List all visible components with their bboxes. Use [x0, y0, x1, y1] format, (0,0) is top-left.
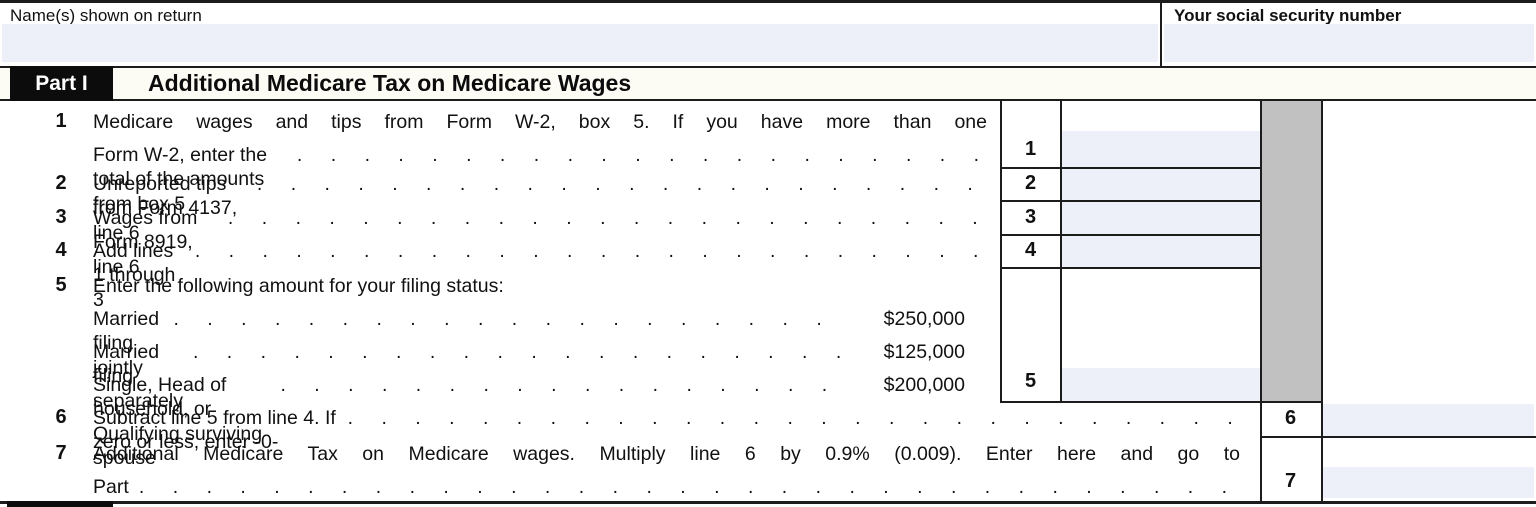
line-6-text: Subtract line 5 from line 4. If zero or … — [93, 406, 1248, 455]
line-7-box-number: 7 — [1284, 470, 1297, 492]
top-rule — [0, 0, 1536, 3]
dot-leader: . . . . . . . . . . . . . . . . . . . . … — [227, 207, 990, 229]
line-2-text: Unreported tips from Form 4137, line 6 .… — [93, 172, 990, 245]
line-1-box-number: 1 — [1024, 138, 1037, 160]
row4-separator — [1000, 267, 1262, 269]
name-field[interactable] — [2, 24, 1158, 62]
dot-leader: . . . . . . . . . . . . . . . . . . . . … — [280, 374, 847, 396]
line-5-field[interactable] — [1062, 368, 1260, 401]
line-4-label: Add lines 1 through 3 — [93, 240, 176, 311]
line-7-number: 7 — [55, 442, 67, 464]
line-1-text-b-label: Form W-2, enter the total of the amounts… — [93, 144, 268, 215]
mfj-label: Married filing jointly — [93, 308, 160, 379]
ssn-field[interactable] — [1164, 24, 1534, 62]
row6-separator — [1260, 436, 1536, 438]
line-6-label: Subtract line 5 from line 4. If zero or … — [93, 407, 336, 454]
part1-title: Additional Medicare Tax on Medicare Wage… — [148, 70, 632, 96]
line-7-text-a: Additional Medicare Tax on Medicare wage… — [93, 443, 1240, 465]
dot-leader: . . . . . . . . . . . . . . . . . . . . … — [256, 173, 990, 195]
line-2-number: 2 — [55, 172, 67, 194]
line-4-number: 4 — [55, 239, 67, 261]
part2-box-peek — [7, 501, 113, 507]
numcol-right-border — [1060, 101, 1062, 403]
part1-header-bar — [0, 66, 1536, 101]
line-7-text-b: Part II . . . . . . . . . . . . . . . . … — [93, 475, 1240, 507]
mfs-label: Married filing separately — [93, 341, 183, 412]
line-3-box-number: 3 — [1024, 206, 1037, 228]
part1-label: Part I — [35, 71, 88, 95]
row5-separator — [1000, 401, 1323, 403]
line-3-field[interactable] — [1062, 202, 1260, 234]
line-2-field[interactable] — [1062, 169, 1260, 200]
ssn-box-divider — [1160, 3, 1162, 66]
dot-leader: . . . . . . . . . . . . . . . . . . . . … — [173, 308, 847, 330]
line-2-label: Unreported tips from Form 4137, line 6 — [93, 173, 238, 244]
line-1-text-b: Form W-2, enter the total of the amounts… — [93, 143, 987, 216]
line-3-text: Wages from Form 8919, line 6 . . . . . .… — [93, 206, 990, 279]
dot-leader: . . . . . . . . . . . . . . . . . . . . … — [138, 476, 1240, 498]
line-5-box-number: 5 — [1024, 370, 1037, 392]
bottom-rule — [0, 501, 1536, 504]
row3-separator — [1000, 234, 1262, 236]
line-4-box-number: 4 — [1024, 239, 1037, 261]
dot-leader: . . . . . . . . . . . . . . . . . . . . … — [347, 407, 1248, 429]
line-6-box-number: 6 — [1284, 407, 1297, 429]
entrycol-right-border — [1260, 101, 1262, 503]
line-6-field[interactable] — [1323, 404, 1534, 436]
numcol-left-border — [1000, 101, 1002, 403]
line-2-box-number: 2 — [1024, 172, 1037, 194]
mfj-amount: $250,000 — [883, 308, 965, 330]
line-1-field[interactable] — [1062, 131, 1260, 167]
line-1-number: 1 — [55, 110, 67, 132]
line-1-text-a: Medicare wages and tips from Form W-2, b… — [93, 111, 987, 133]
line-4-text: Add lines 1 through 3 . . . . . . . . . … — [93, 239, 990, 312]
name-shown-on-return-label: Name(s) shown on return — [10, 6, 202, 25]
line-5-option-mfs: Married filing separately . . . . . . . … — [93, 340, 965, 413]
dot-leader: . . . . . . . . . . . . . . . . . . . . … — [192, 341, 847, 363]
line-3-label: Wages from Form 8919, line 6 — [93, 207, 198, 278]
line-5-number: 5 — [55, 274, 67, 296]
dot-leader: . . . . . . . . . . . . . . . . . . . . … — [194, 240, 990, 262]
ssn-label: Your social security number — [1174, 6, 1402, 25]
line-5-option-single: Single, Head of household, or Qualifying… — [93, 373, 965, 471]
row1-separator — [1000, 167, 1262, 169]
graycol-right-border — [1321, 101, 1323, 503]
line-7-field[interactable] — [1323, 467, 1534, 498]
single-label: Single, Head of household, or Qualifying… — [93, 374, 263, 470]
mfs-amount: $125,000 — [883, 341, 965, 363]
row2-separator — [1000, 200, 1262, 202]
part1-label-box: Part I — [10, 66, 113, 101]
single-amount: $200,000 — [883, 374, 965, 396]
line-5-option-mfj: Married filing jointly . . . . . . . . .… — [93, 307, 965, 380]
shaded-column — [1262, 101, 1321, 402]
line-4-field[interactable] — [1062, 236, 1260, 267]
dot-leader: . . . . . . . . . . . . . . . . . . . . … — [296, 144, 987, 166]
line-6-number: 6 — [55, 406, 67, 428]
line-3-number: 3 — [55, 206, 67, 228]
line-5-heading: Enter the following amount for your fili… — [93, 275, 504, 297]
